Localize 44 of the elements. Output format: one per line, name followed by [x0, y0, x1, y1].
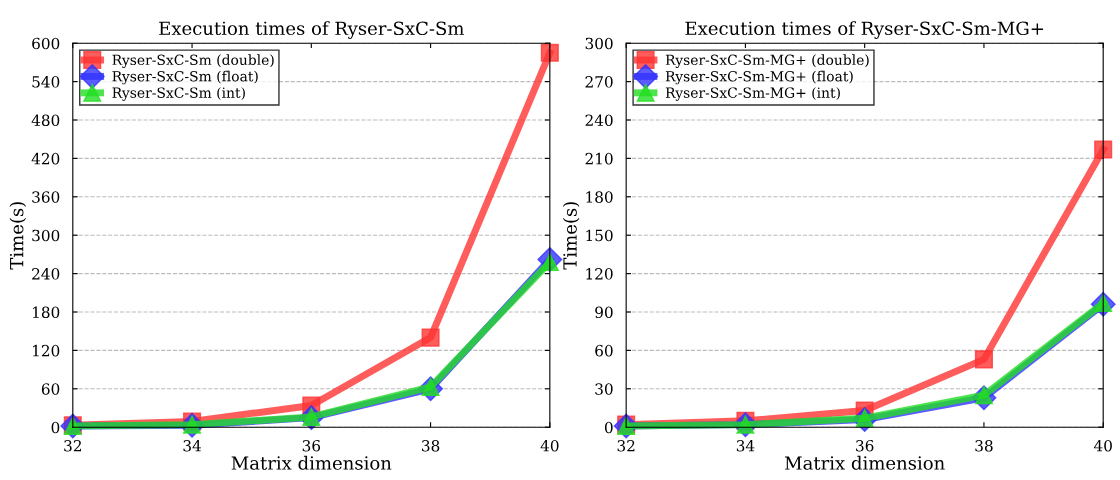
y-tick-label: 180	[33, 306, 60, 319]
y-tick-label: 0	[604, 421, 613, 434]
x-tick-label: 34	[183, 439, 202, 452]
chart-title: Execution times of Ryser-SxC-Sm	[159, 21, 464, 39]
y-tick-label: 300	[32, 229, 60, 242]
x-tick-label: 38	[422, 439, 440, 452]
legend-label: Ryser-SxC-Sm-MG+ (double)	[665, 54, 869, 68]
y-tick-label: 150	[586, 229, 613, 242]
y-tick-label: 60	[595, 344, 613, 357]
x-tick-label: 32	[617, 439, 635, 452]
y-tick-label: 90	[595, 306, 613, 319]
y-tick-label: 480	[31, 114, 60, 127]
legend-label: Ryser-SxC-Sm (double)	[112, 54, 274, 68]
chart-title: Execution times of Ryser-SxC-Sm-MG+	[685, 21, 1043, 39]
y-tick-label: 300	[585, 37, 613, 50]
y-tick-label: 0	[51, 421, 60, 434]
legend-label: Ryser-SxC-Sm (float)	[112, 70, 258, 85]
x-tick-label: 34	[736, 439, 755, 452]
x-tick-label: 38	[975, 439, 993, 452]
y-tick-label: 360	[32, 191, 60, 203]
legend-label: Ryser-SxC-Sm-MG+ (int)	[665, 87, 840, 101]
y-tick-label: 60	[41, 383, 60, 395]
y-tick-label: 420	[31, 152, 60, 165]
y-tick-label: 270	[585, 76, 613, 88]
y-tick-label: 210	[585, 152, 613, 165]
x-tick-label: 40	[1093, 439, 1112, 452]
y-tick-label: 540	[32, 76, 60, 88]
y-tick-label: 180	[586, 191, 613, 203]
x-tick-label: 40	[540, 439, 559, 452]
y-tick-label: 30	[595, 383, 613, 395]
y-axis-title: Time(s)	[9, 202, 27, 270]
x-tick-label: 36	[856, 439, 874, 452]
legend-label: Ryser-SxC-Sm-MG+ (float)	[665, 70, 853, 85]
y-tick-label: 120	[33, 344, 60, 357]
y-tick-label: 240	[585, 114, 613, 127]
y-axis-title: Time(s)	[562, 202, 580, 270]
y-tick-label: 120	[586, 268, 613, 280]
y-tick-label: 240	[32, 268, 60, 280]
x-axis-title: Matrix dimension	[785, 455, 945, 470]
legend-label: Ryser-SxC-Sm (int)	[112, 87, 245, 101]
x-tick-label: 32	[64, 439, 82, 452]
x-tick-label: 36	[302, 439, 321, 452]
x-axis-title: Matrix dimension	[231, 455, 392, 470]
y-tick-label: 600	[32, 37, 60, 50]
